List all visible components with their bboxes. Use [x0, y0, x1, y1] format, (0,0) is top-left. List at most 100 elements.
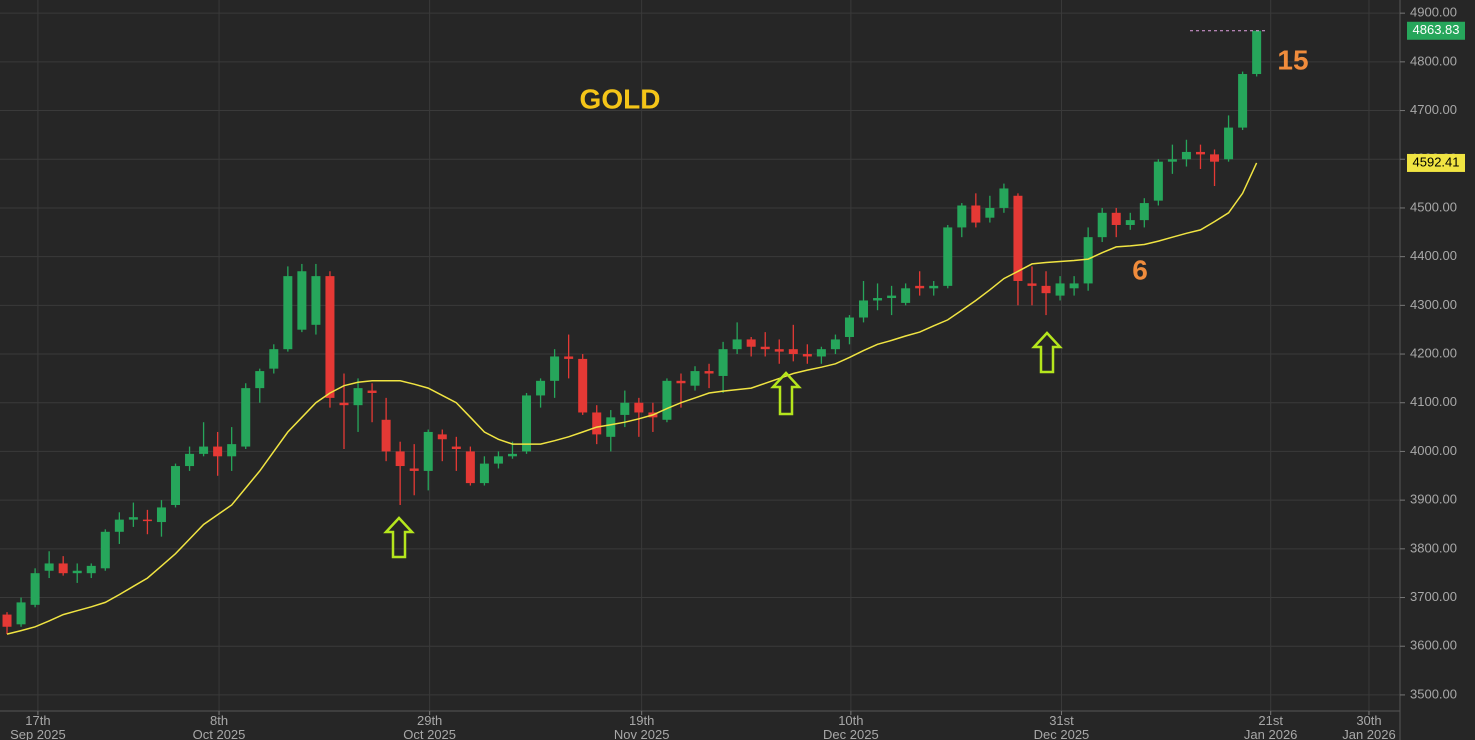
candle-body — [1013, 195, 1023, 281]
candle-body — [873, 298, 883, 301]
x-tick-label: 31st — [1049, 713, 1074, 728]
y-tick-label: 4200.00 — [1410, 345, 1457, 360]
arrow — [1031, 331, 1063, 374]
candle-body — [1252, 30, 1262, 75]
x-tick-label: 30th — [1356, 713, 1381, 728]
candle-body — [844, 317, 854, 337]
candle-body — [1224, 127, 1234, 160]
candle-body — [578, 358, 588, 413]
candle-body — [550, 356, 560, 381]
candle-body — [255, 371, 265, 389]
candle-body — [718, 349, 728, 376]
candle-body — [395, 451, 405, 467]
candle-body — [227, 444, 237, 457]
candle-body — [1097, 212, 1107, 238]
candle-body — [409, 468, 419, 471]
candle-body — [339, 402, 349, 406]
candle-body — [297, 271, 307, 330]
candle-body — [58, 563, 68, 574]
candle-body — [929, 285, 939, 289]
y-tick-label: 4300.00 — [1410, 297, 1457, 312]
candle-body — [732, 339, 742, 350]
x-tick-label: Jan 2026 — [1342, 727, 1396, 740]
y-tick-label: 3900.00 — [1410, 492, 1457, 507]
candle-body — [915, 285, 925, 289]
candle-body — [1153, 161, 1163, 201]
candle-body — [774, 349, 784, 352]
candle-body — [1210, 154, 1220, 162]
candle-body — [86, 565, 96, 574]
y-tick-label: 3700.00 — [1410, 589, 1457, 604]
candle-body — [957, 205, 967, 228]
candle-body — [171, 466, 181, 506]
y-tick-label: 3600.00 — [1410, 638, 1457, 653]
candle-body — [746, 339, 756, 347]
candle-body — [676, 380, 686, 384]
grid — [0, 0, 1400, 711]
x-tick-label: Jan 2026 — [1244, 727, 1298, 740]
x-tick-label: 29th — [417, 713, 442, 728]
candle-body — [465, 451, 475, 484]
candle-body — [507, 453, 517, 457]
y-tick-label: 4800.00 — [1410, 53, 1457, 68]
candle-body — [451, 446, 461, 450]
y-tick-label: 4400.00 — [1410, 248, 1457, 263]
candle-body — [437, 434, 447, 440]
moving-average — [6, 162, 1258, 635]
candle-body — [30, 573, 40, 605]
x-tick-label: 21st — [1258, 713, 1283, 728]
candle-body — [760, 346, 770, 350]
candle-body — [1167, 159, 1177, 162]
x-tick-label: Sep 2025 — [10, 727, 66, 740]
x-tick-label: 8th — [210, 713, 228, 728]
axes: 3500.00 3600.00 3700.00 3800.00 3900.00 4000.… — [10, 5, 1465, 740]
x-tick-label: Dec 2025 — [823, 727, 879, 740]
candle-body — [311, 276, 321, 325]
candle-body — [704, 371, 714, 374]
candle-body — [1195, 151, 1205, 155]
candle-body — [381, 419, 391, 452]
candle-body — [1083, 237, 1093, 284]
candle-body — [662, 380, 672, 420]
candle-body — [999, 188, 1009, 208]
candle-body — [564, 356, 574, 359]
candle-body — [620, 402, 630, 415]
x-tick-label: 10th — [838, 713, 863, 728]
candle-body — [1111, 212, 1121, 225]
x-tick-label: Dec 2025 — [1034, 727, 1090, 740]
candle-body — [493, 456, 503, 464]
candle-body — [1238, 74, 1248, 128]
y-tick-label: 4500.00 — [1410, 199, 1457, 214]
candle-body — [128, 517, 138, 520]
candle-body — [1041, 285, 1051, 294]
y-tick-label: 4100.00 — [1410, 394, 1457, 409]
ma-price-tag — [1407, 153, 1465, 172]
candle-body — [479, 463, 489, 484]
last-price-tag — [1407, 21, 1465, 40]
annotation: 15 — [1277, 44, 1308, 75]
candle-body — [100, 531, 110, 569]
candle-body — [156, 507, 166, 523]
x-tick-label: 19th — [629, 713, 654, 728]
arrows — [383, 331, 1063, 559]
candle-body — [142, 519, 152, 522]
candle-body — [536, 380, 546, 396]
candle-body — [44, 563, 54, 571]
candle-body — [199, 446, 209, 454]
plot — [2, 30, 1262, 635]
x-tick-label: Nov 2025 — [614, 727, 670, 740]
candle-body — [423, 431, 433, 471]
candle-body — [16, 602, 26, 625]
ma-price-label: 4592.41 — [1413, 154, 1460, 169]
candle-body — [1181, 151, 1191, 160]
candle-body — [887, 295, 897, 299]
candle-body — [185, 453, 195, 467]
candle-body — [283, 276, 293, 350]
candle-body — [367, 390, 377, 393]
candle-body — [114, 519, 124, 532]
candle-body — [816, 349, 826, 357]
candle-body — [1055, 283, 1065, 296]
candle-body — [971, 205, 981, 223]
candle-body — [788, 349, 798, 355]
